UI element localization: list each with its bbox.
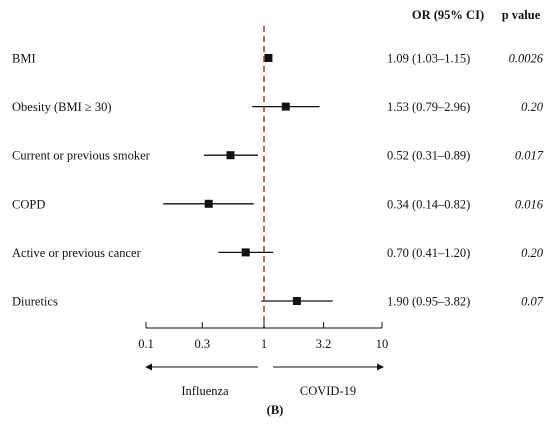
- direction-label-influenza: Influenza: [181, 384, 229, 398]
- forest-row: Obesity (BMI ≥ 30) 1.53 (0.79–2.96) 0.20: [12, 100, 544, 114]
- or-marker: [264, 54, 273, 62]
- right-arrowhead: [377, 363, 384, 371]
- header-or-ci: OR (95% CI): [412, 8, 484, 22]
- row-label: COPD: [12, 197, 45, 211]
- row-label: Active or previous cancer: [12, 246, 142, 260]
- row-p-value: 0.20: [521, 246, 544, 260]
- x-tick-label: 0.3: [194, 337, 210, 351]
- forest-row: Diuretics 1.90 (0.95–3.82) 0.07: [12, 295, 544, 309]
- direction-label-covid: COVID-19: [300, 384, 356, 398]
- forest-row: Active or previous cancer 0.70 (0.41–1.20…: [12, 246, 544, 260]
- row-p-value: 0.20: [521, 100, 544, 114]
- row-or-ci: 1.90 (0.95–3.82): [387, 295, 470, 309]
- x-axis: 0.1 0.3 1 3.2 10: [138, 322, 388, 351]
- or-marker: [241, 248, 250, 257]
- x-tick-label: 1: [261, 337, 267, 351]
- row-p-value: 0.07: [521, 295, 544, 309]
- forest-row: BMI 1.09 (1.03–1.15) 0.0026: [12, 52, 544, 66]
- or-marker: [226, 151, 235, 160]
- or-marker: [281, 102, 290, 111]
- row-label: BMI: [12, 52, 36, 66]
- header-p-value: p value: [502, 8, 541, 22]
- left-arrowhead: [145, 363, 152, 371]
- row-label: Current or previous smoker: [12, 149, 151, 163]
- row-p-value: 0.016: [515, 197, 544, 211]
- row-label: Obesity (BMI ≥ 30): [12, 100, 112, 114]
- x-tick-label: 0.1: [138, 337, 154, 351]
- row-or-ci: 0.70 (0.41–1.20): [387, 246, 470, 260]
- or-marker: [204, 199, 213, 208]
- x-tick-label: 3.2: [316, 337, 332, 351]
- row-or-ci: 1.09 (1.03–1.15): [387, 52, 470, 66]
- row-p-value: 0.0026: [509, 52, 544, 66]
- row-p-value: 0.017: [515, 149, 544, 163]
- row-or-ci: 0.34 (0.14–0.82): [387, 197, 470, 211]
- forest-row: COPD 0.34 (0.14–0.82) 0.016: [12, 197, 544, 211]
- or-marker: [292, 297, 301, 305]
- row-or-ci: 1.53 (0.79–2.96): [387, 100, 470, 114]
- row-label: Diuretics: [12, 295, 58, 309]
- panel-label: (B): [267, 403, 284, 417]
- forest-row: Current or previous smoker 0.52 (0.31–0.8…: [12, 149, 544, 163]
- row-or-ci: 0.52 (0.31–0.89): [387, 149, 470, 163]
- x-tick-label: 10: [376, 337, 389, 351]
- direction-arrows: Influenza COVID-19: [145, 363, 384, 398]
- forest-rows: BMI 1.09 (1.03–1.15) 0.0026 Obesity (BMI ≥ …: [12, 52, 544, 309]
